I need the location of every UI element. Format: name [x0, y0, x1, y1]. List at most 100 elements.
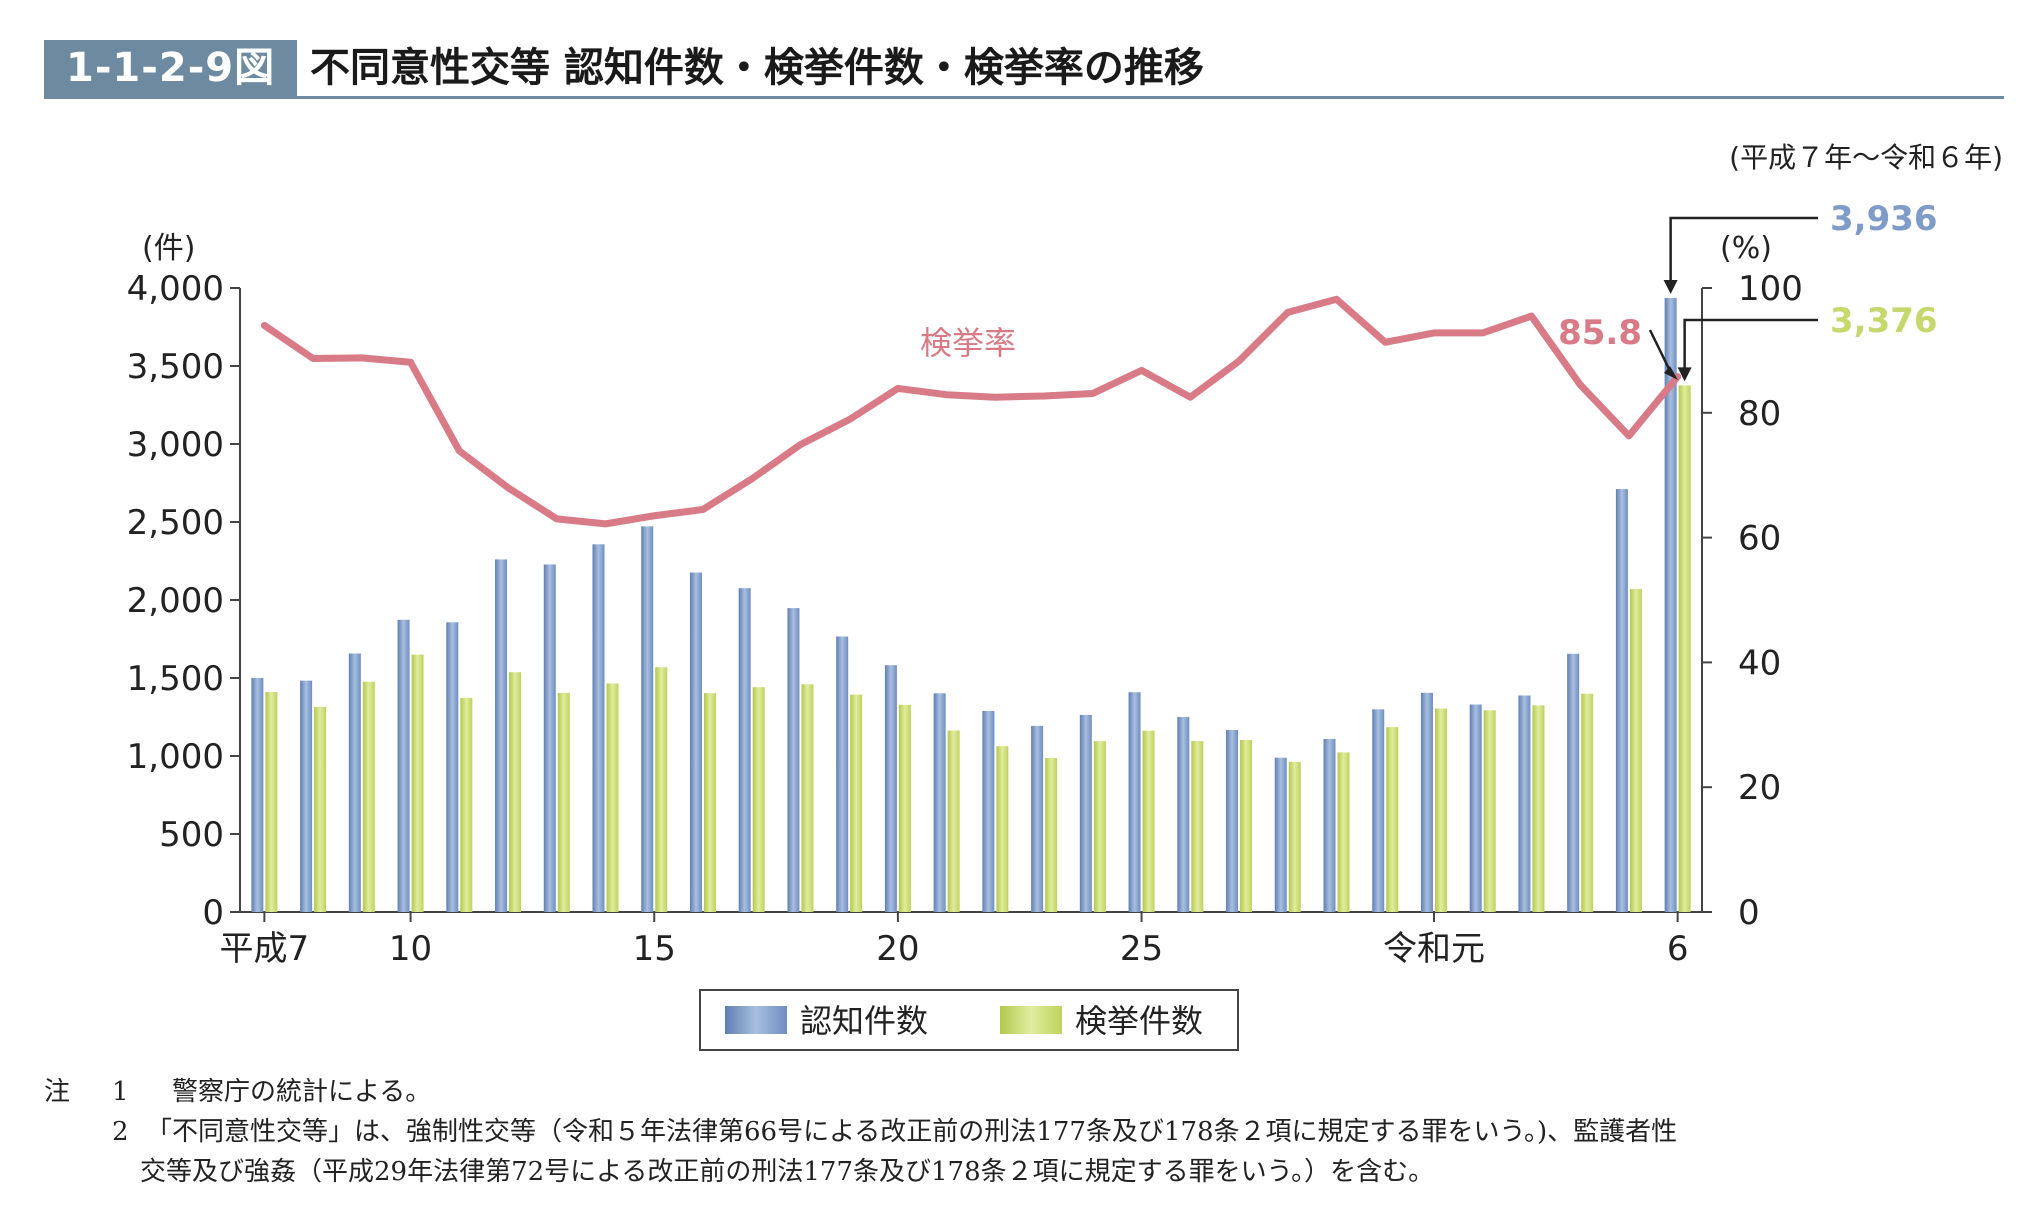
left-tick-label: 2,500: [127, 503, 224, 543]
bar-cleared: [655, 667, 668, 912]
bar-recognized: [251, 678, 264, 912]
bar-recognized: [1469, 704, 1482, 912]
bar-recognized: [592, 544, 605, 912]
rate-last-label: 85.8: [1558, 313, 1642, 353]
bar-cleared: [1483, 710, 1496, 912]
cleared-leader-line: [1683, 318, 1818, 376]
right-tick-label: 20: [1738, 768, 1781, 808]
note-continuation: 交等及び強姦（平成29年法律第72号による改正前の刑法177条及び178条２項に…: [140, 1157, 1435, 1187]
right-tick-label: 100: [1738, 269, 1803, 309]
bar-cleared: [1678, 385, 1691, 912]
x-tick-label: 25: [1120, 929, 1163, 969]
bar-cleared: [509, 672, 522, 912]
figure-title: 不同意性交等 認知件数・検挙件数・検挙率の推移: [310, 45, 1204, 91]
bar-cleared: [606, 683, 619, 912]
bar-recognized: [1664, 297, 1677, 912]
note-text: 「不同意性交等」は、強制性交等（令和５年法律第66号による改正前の刑法177条及…: [146, 1117, 1678, 1147]
bar-recognized: [982, 710, 995, 912]
right-tick-label: 60: [1738, 519, 1781, 559]
combo-chart: 05001,0001,5002,0002,5003,0003,5004,000(…: [127, 199, 1938, 1051]
bar-recognized: [1031, 725, 1044, 912]
bar-cleared: [1045, 758, 1058, 912]
bar-cleared: [1386, 727, 1399, 912]
right-axis-unit: (%): [1720, 231, 1772, 266]
bar-cleared: [411, 654, 424, 912]
left-tick-label: 1,000: [127, 737, 224, 777]
header-rule: [44, 96, 2004, 99]
bar-cleared: [1629, 589, 1642, 912]
legend-label-cleared: 検挙件数: [1075, 1002, 1203, 1040]
left-tick-label: 0: [202, 893, 224, 933]
x-tick-label: 6: [1667, 929, 1689, 969]
bar-recognized: [446, 622, 459, 912]
left-tick-label: 500: [159, 815, 224, 855]
bar-cleared: [898, 704, 911, 912]
rate-leader-line: [1648, 329, 1674, 376]
bar-recognized: [543, 564, 556, 912]
recognized-last-label: 3,936: [1830, 199, 1938, 239]
note-head: 注: [44, 1077, 71, 1107]
legend-label-recognized: 認知件数: [800, 1002, 928, 1040]
rate-line: [260, 295, 1682, 528]
right-tick-label: 80: [1738, 394, 1781, 434]
x-tick-label: 平成7: [220, 929, 310, 969]
bar-recognized: [1420, 692, 1433, 912]
bar-cleared: [460, 697, 473, 912]
bar-recognized: [300, 680, 313, 912]
rate-leader-arrow: [1664, 366, 1678, 380]
bar-cleared: [752, 687, 765, 912]
left-tick-label: 2,000: [127, 581, 224, 621]
bar-recognized: [1079, 714, 1092, 912]
bar-recognized: [1323, 738, 1336, 912]
figure-header: 1-1-2-9図 不同意性交等 認知件数・検挙件数・検挙率の推移: [44, 40, 2004, 99]
bar-recognized: [738, 588, 751, 912]
rate-line-label: 検挙率: [920, 324, 1016, 362]
legend-box: [699, 989, 1239, 1051]
bar-recognized: [1274, 757, 1287, 912]
bar-cleared: [801, 684, 814, 912]
left-tick-label: 4,000: [127, 269, 224, 309]
note-number: 2: [112, 1117, 129, 1147]
bar-recognized: [787, 608, 800, 912]
recognized-leader-line: [1669, 216, 1818, 288]
left-tick-label: 1,500: [127, 659, 224, 699]
bar-cleared: [850, 694, 863, 912]
bar-recognized: [1615, 489, 1628, 912]
bar-recognized: [1177, 717, 1190, 912]
note-text: 警察庁の統計による。: [172, 1077, 432, 1107]
bar-recognized: [1372, 709, 1385, 912]
bar-cleared: [314, 706, 327, 912]
period-label: (平成７年～令和６年): [1729, 141, 2003, 174]
cleared-last-label: 3,376: [1830, 301, 1938, 341]
recognized-leader-arrow: [1663, 279, 1678, 294]
bar-cleared: [362, 681, 375, 912]
bar-recognized: [1226, 729, 1239, 912]
bar-recognized: [348, 653, 361, 912]
bar-recognized: [397, 619, 410, 912]
cleared-leader-arrow: [1677, 367, 1692, 382]
bar-cleared: [265, 692, 278, 912]
bar-cleared: [1093, 741, 1106, 912]
bar-cleared: [1337, 752, 1350, 912]
bar-recognized: [495, 559, 508, 912]
bar-recognized: [1128, 692, 1141, 912]
right-tick-label: 40: [1738, 643, 1781, 683]
right-tick-label: 0: [1738, 893, 1760, 933]
legend-swatch-recognized: [725, 1006, 787, 1034]
left-tick-label: 3,500: [127, 347, 224, 387]
bar-recognized: [1567, 653, 1580, 912]
bar-cleared: [1532, 705, 1545, 912]
x-tick-label: 10: [389, 929, 432, 969]
bar-cleared: [996, 746, 1009, 912]
bar-recognized: [689, 572, 702, 912]
bar-cleared: [1142, 730, 1155, 912]
bar-cleared: [1581, 693, 1594, 912]
figure-number: 1-1-2-9図: [44, 40, 298, 96]
bar-cleared: [703, 693, 716, 912]
bar-cleared: [1288, 761, 1301, 912]
bar-recognized: [1518, 695, 1531, 912]
x-tick-label: 令和元: [1383, 929, 1485, 969]
legend-swatch-cleared: [1000, 1006, 1062, 1034]
left-axis-unit: (件): [142, 231, 195, 266]
x-tick-label: 15: [633, 929, 676, 969]
